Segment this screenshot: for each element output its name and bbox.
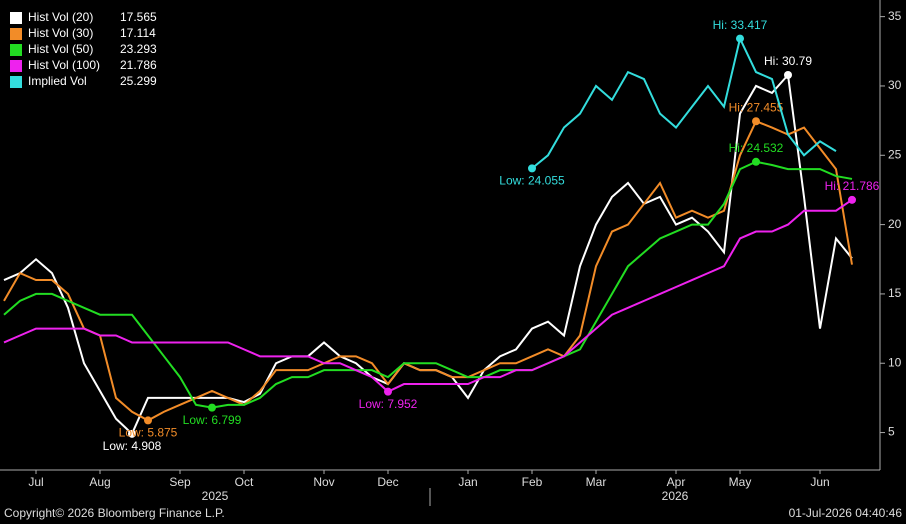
legend-label: Implied Vol [28,74,87,88]
legend-swatch [10,28,22,40]
y-tick-label: 30 [888,78,902,92]
extreme-marker [384,387,392,396]
legend-label: Hist Vol (100) [28,58,100,72]
x-tick-label: Jun [810,475,829,489]
legend-swatch [10,76,22,88]
x-tick-label: Mar [586,475,607,489]
x-tick-label: Apr [667,475,686,489]
extreme-marker [128,429,136,438]
legend-value: 17.114 [120,26,156,40]
legend-value: 21.786 [120,58,157,72]
extreme-marker [144,416,152,425]
extreme-label: Low: 24.055 [499,174,565,188]
extreme-label: Hi: 33.417 [713,18,768,32]
series-line [3,119,853,422]
legend-swatch [10,44,22,56]
series-line [3,160,853,409]
legend-label: Hist Vol (20) [28,10,93,24]
y-tick-label: 5 [888,425,895,439]
legend-swatch [10,60,22,72]
copyright: Copyright© 2026 Bloomberg Finance L.P. [4,506,225,520]
y-tick-label: 15 [888,286,902,300]
legend-label: Hist Vol (50) [28,42,93,56]
legend-value: 25.299 [120,74,157,88]
extreme-marker [848,195,856,204]
x-tick-label: Nov [313,475,334,489]
x-tick-label: Sep [169,475,191,489]
extreme-label: Low: 7.952 [359,397,418,411]
x-tick-label: Oct [235,475,254,489]
legend-value: 23.293 [120,42,157,56]
x-tick-label: Dec [377,475,398,489]
extreme-marker [752,157,760,166]
extreme-label: Low: 5.875 [119,426,178,440]
x-group-label: 2026 [662,489,689,503]
y-tick-label: 25 [888,147,902,161]
series-line [531,35,837,170]
y-tick-label: 20 [888,217,902,231]
extreme-label: Hi: 30.79 [764,54,812,68]
x-tick-label: May [729,475,752,489]
extreme-label: Hi: 24.532 [729,141,784,155]
extreme-marker [784,71,792,80]
extreme-label: Low: 4.908 [103,439,162,453]
x-tick-label: Jan [458,475,477,489]
extreme-label: Hi: 21.786 [825,179,880,193]
legend-value: 17.565 [120,10,157,24]
series-line [3,72,853,436]
extreme-marker [208,403,216,412]
x-group-label: 2025 [202,489,229,503]
y-tick-label: 35 [888,9,902,23]
extreme-marker [736,34,744,43]
extreme-label: Low: 6.799 [183,413,242,427]
extreme-marker [528,164,536,173]
series-line [3,199,853,393]
extreme-label: Hi: 27.455 [729,100,784,114]
x-tick-label: Jul [28,475,43,489]
x-tick-label: Feb [522,475,543,489]
legend-label: Hist Vol (30) [28,26,93,40]
y-tick-label: 10 [888,355,902,369]
x-tick-label: Aug [89,475,110,489]
extreme-marker [752,117,760,126]
timestamp: 01-Jul-2026 04:40:46 [789,506,903,520]
legend-swatch [10,12,22,24]
